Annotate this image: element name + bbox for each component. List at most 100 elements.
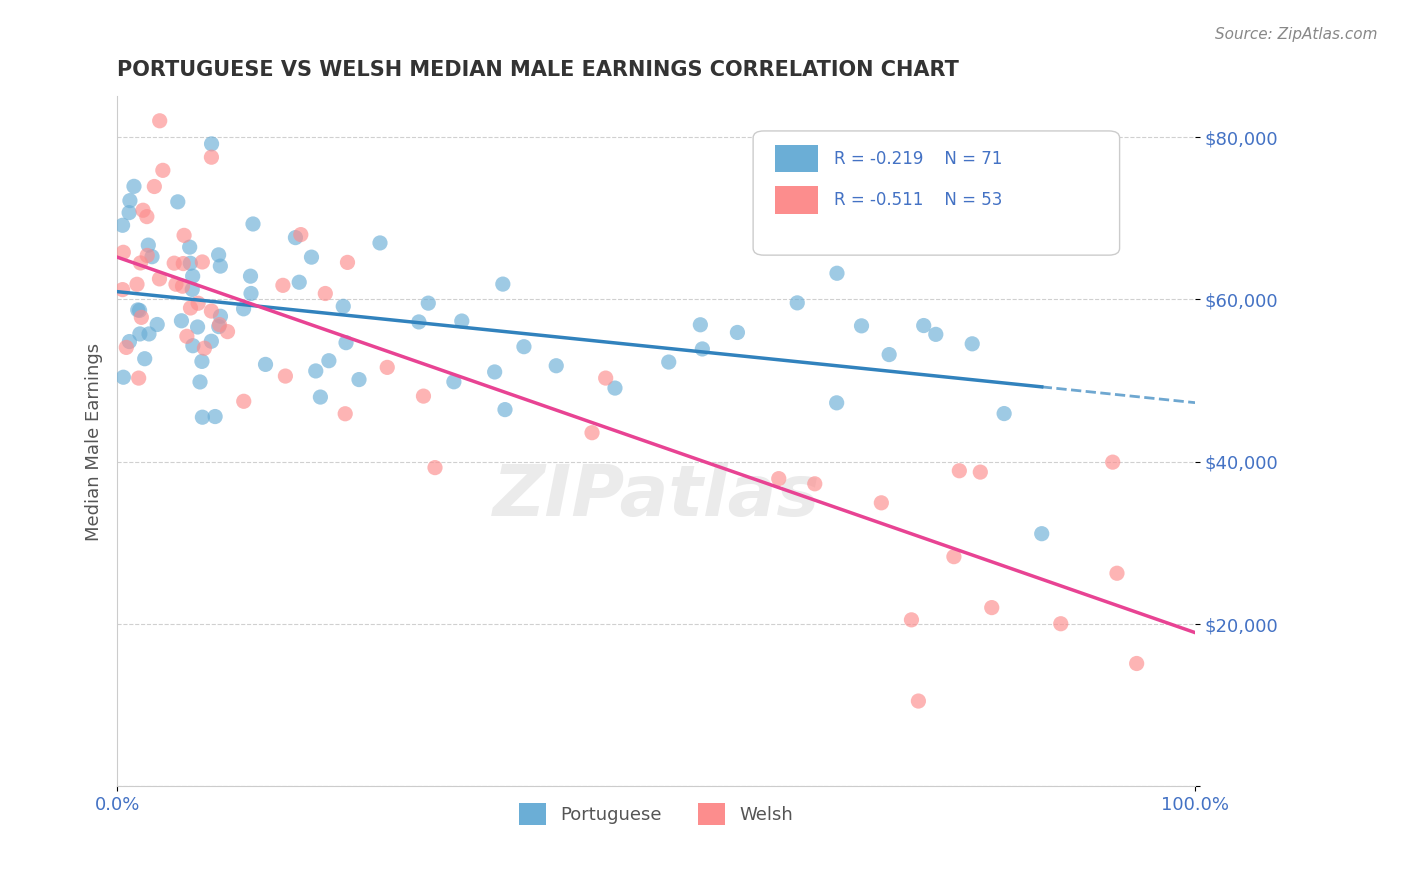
Portuguese <box>925 327 948 342</box>
Y-axis label: Median Male Earnings: Median Male Earnings <box>86 343 103 541</box>
Portuguese <box>232 301 254 316</box>
Welsh <box>907 694 929 708</box>
Portuguese <box>825 396 848 410</box>
Portuguese <box>877 348 900 362</box>
Welsh <box>173 228 195 243</box>
Welsh <box>375 360 398 375</box>
Welsh <box>803 476 825 491</box>
Welsh <box>148 272 170 286</box>
Portuguese <box>209 310 232 324</box>
Welsh <box>131 310 153 325</box>
Welsh <box>129 256 152 270</box>
Portuguese <box>332 299 354 313</box>
Welsh <box>336 255 359 269</box>
Welsh <box>942 549 965 564</box>
Portuguese <box>546 359 568 373</box>
Welsh <box>165 277 187 292</box>
Text: Source: ZipAtlas.com: Source: ZipAtlas.com <box>1215 27 1378 42</box>
Welsh <box>412 389 434 403</box>
Portuguese <box>134 351 156 366</box>
Portuguese <box>689 318 711 332</box>
Portuguese <box>111 219 134 233</box>
Text: R = -0.219    N = 71: R = -0.219 N = 71 <box>834 150 1002 168</box>
Portuguese <box>128 303 150 318</box>
Welsh <box>200 150 222 164</box>
Portuguese <box>368 235 391 250</box>
Bar <box>775 145 818 172</box>
Welsh <box>191 255 214 269</box>
Portuguese <box>254 358 277 372</box>
Portuguese <box>209 259 232 273</box>
Portuguese <box>122 179 145 194</box>
Portuguese <box>240 286 263 301</box>
Portuguese <box>138 326 160 341</box>
Welsh <box>132 203 155 218</box>
Legend: Portuguese, Welsh: Portuguese, Welsh <box>512 797 800 832</box>
FancyBboxPatch shape <box>754 131 1119 255</box>
Portuguese <box>207 248 229 262</box>
Portuguese <box>825 266 848 280</box>
Welsh <box>969 465 991 479</box>
Portuguese <box>118 194 141 208</box>
Portuguese <box>191 410 214 425</box>
Welsh <box>128 371 150 385</box>
Portuguese <box>347 373 370 387</box>
Welsh <box>179 301 201 315</box>
Portuguese <box>239 269 262 284</box>
Portuguese <box>993 407 1015 421</box>
Text: PORTUGUESE VS WELSH MEDIAN MALE EARNINGS CORRELATION CHART: PORTUGUESE VS WELSH MEDIAN MALE EARNINGS… <box>117 60 959 79</box>
Welsh <box>274 369 297 384</box>
Welsh <box>1105 566 1128 581</box>
Welsh <box>136 248 159 262</box>
Portuguese <box>179 256 201 270</box>
Portuguese <box>187 320 209 334</box>
Welsh <box>271 278 294 293</box>
Welsh <box>232 394 254 409</box>
Portuguese <box>200 334 222 349</box>
Welsh <box>870 496 893 510</box>
Portuguese <box>284 230 307 244</box>
Portuguese <box>166 194 188 209</box>
Welsh <box>1125 657 1147 671</box>
Welsh <box>900 613 922 627</box>
Portuguese <box>181 339 204 353</box>
Portuguese <box>443 375 465 389</box>
Portuguese <box>484 365 506 379</box>
Portuguese <box>1031 526 1053 541</box>
Welsh <box>111 283 134 297</box>
Portuguese <box>513 340 536 354</box>
Portuguese <box>492 277 515 292</box>
Portuguese <box>851 318 873 333</box>
Portuguese <box>208 319 231 334</box>
Portuguese <box>181 282 204 296</box>
Portuguese <box>960 336 983 351</box>
Welsh <box>208 318 231 332</box>
Welsh <box>172 279 194 293</box>
Welsh <box>200 304 222 318</box>
Welsh <box>176 329 198 343</box>
Text: R = -0.511    N = 53: R = -0.511 N = 53 <box>834 191 1002 209</box>
Portuguese <box>181 269 204 284</box>
Welsh <box>163 256 186 270</box>
Portuguese <box>191 354 214 368</box>
Portuguese <box>309 390 332 404</box>
Welsh <box>1049 616 1071 631</box>
Portuguese <box>146 318 169 332</box>
Portuguese <box>136 238 159 252</box>
Welsh <box>125 277 148 292</box>
Portuguese <box>179 240 201 254</box>
Portuguese <box>204 409 226 424</box>
Portuguese <box>603 381 626 395</box>
Portuguese <box>112 370 135 384</box>
Welsh <box>1101 455 1123 469</box>
Portuguese <box>288 275 311 289</box>
Welsh <box>595 371 617 385</box>
Portuguese <box>127 302 149 317</box>
Welsh <box>980 600 1002 615</box>
Portuguese <box>725 326 748 340</box>
Portuguese <box>141 250 163 264</box>
Portuguese <box>335 335 357 350</box>
Portuguese <box>408 315 430 329</box>
Welsh <box>948 464 970 478</box>
Welsh <box>314 286 336 301</box>
